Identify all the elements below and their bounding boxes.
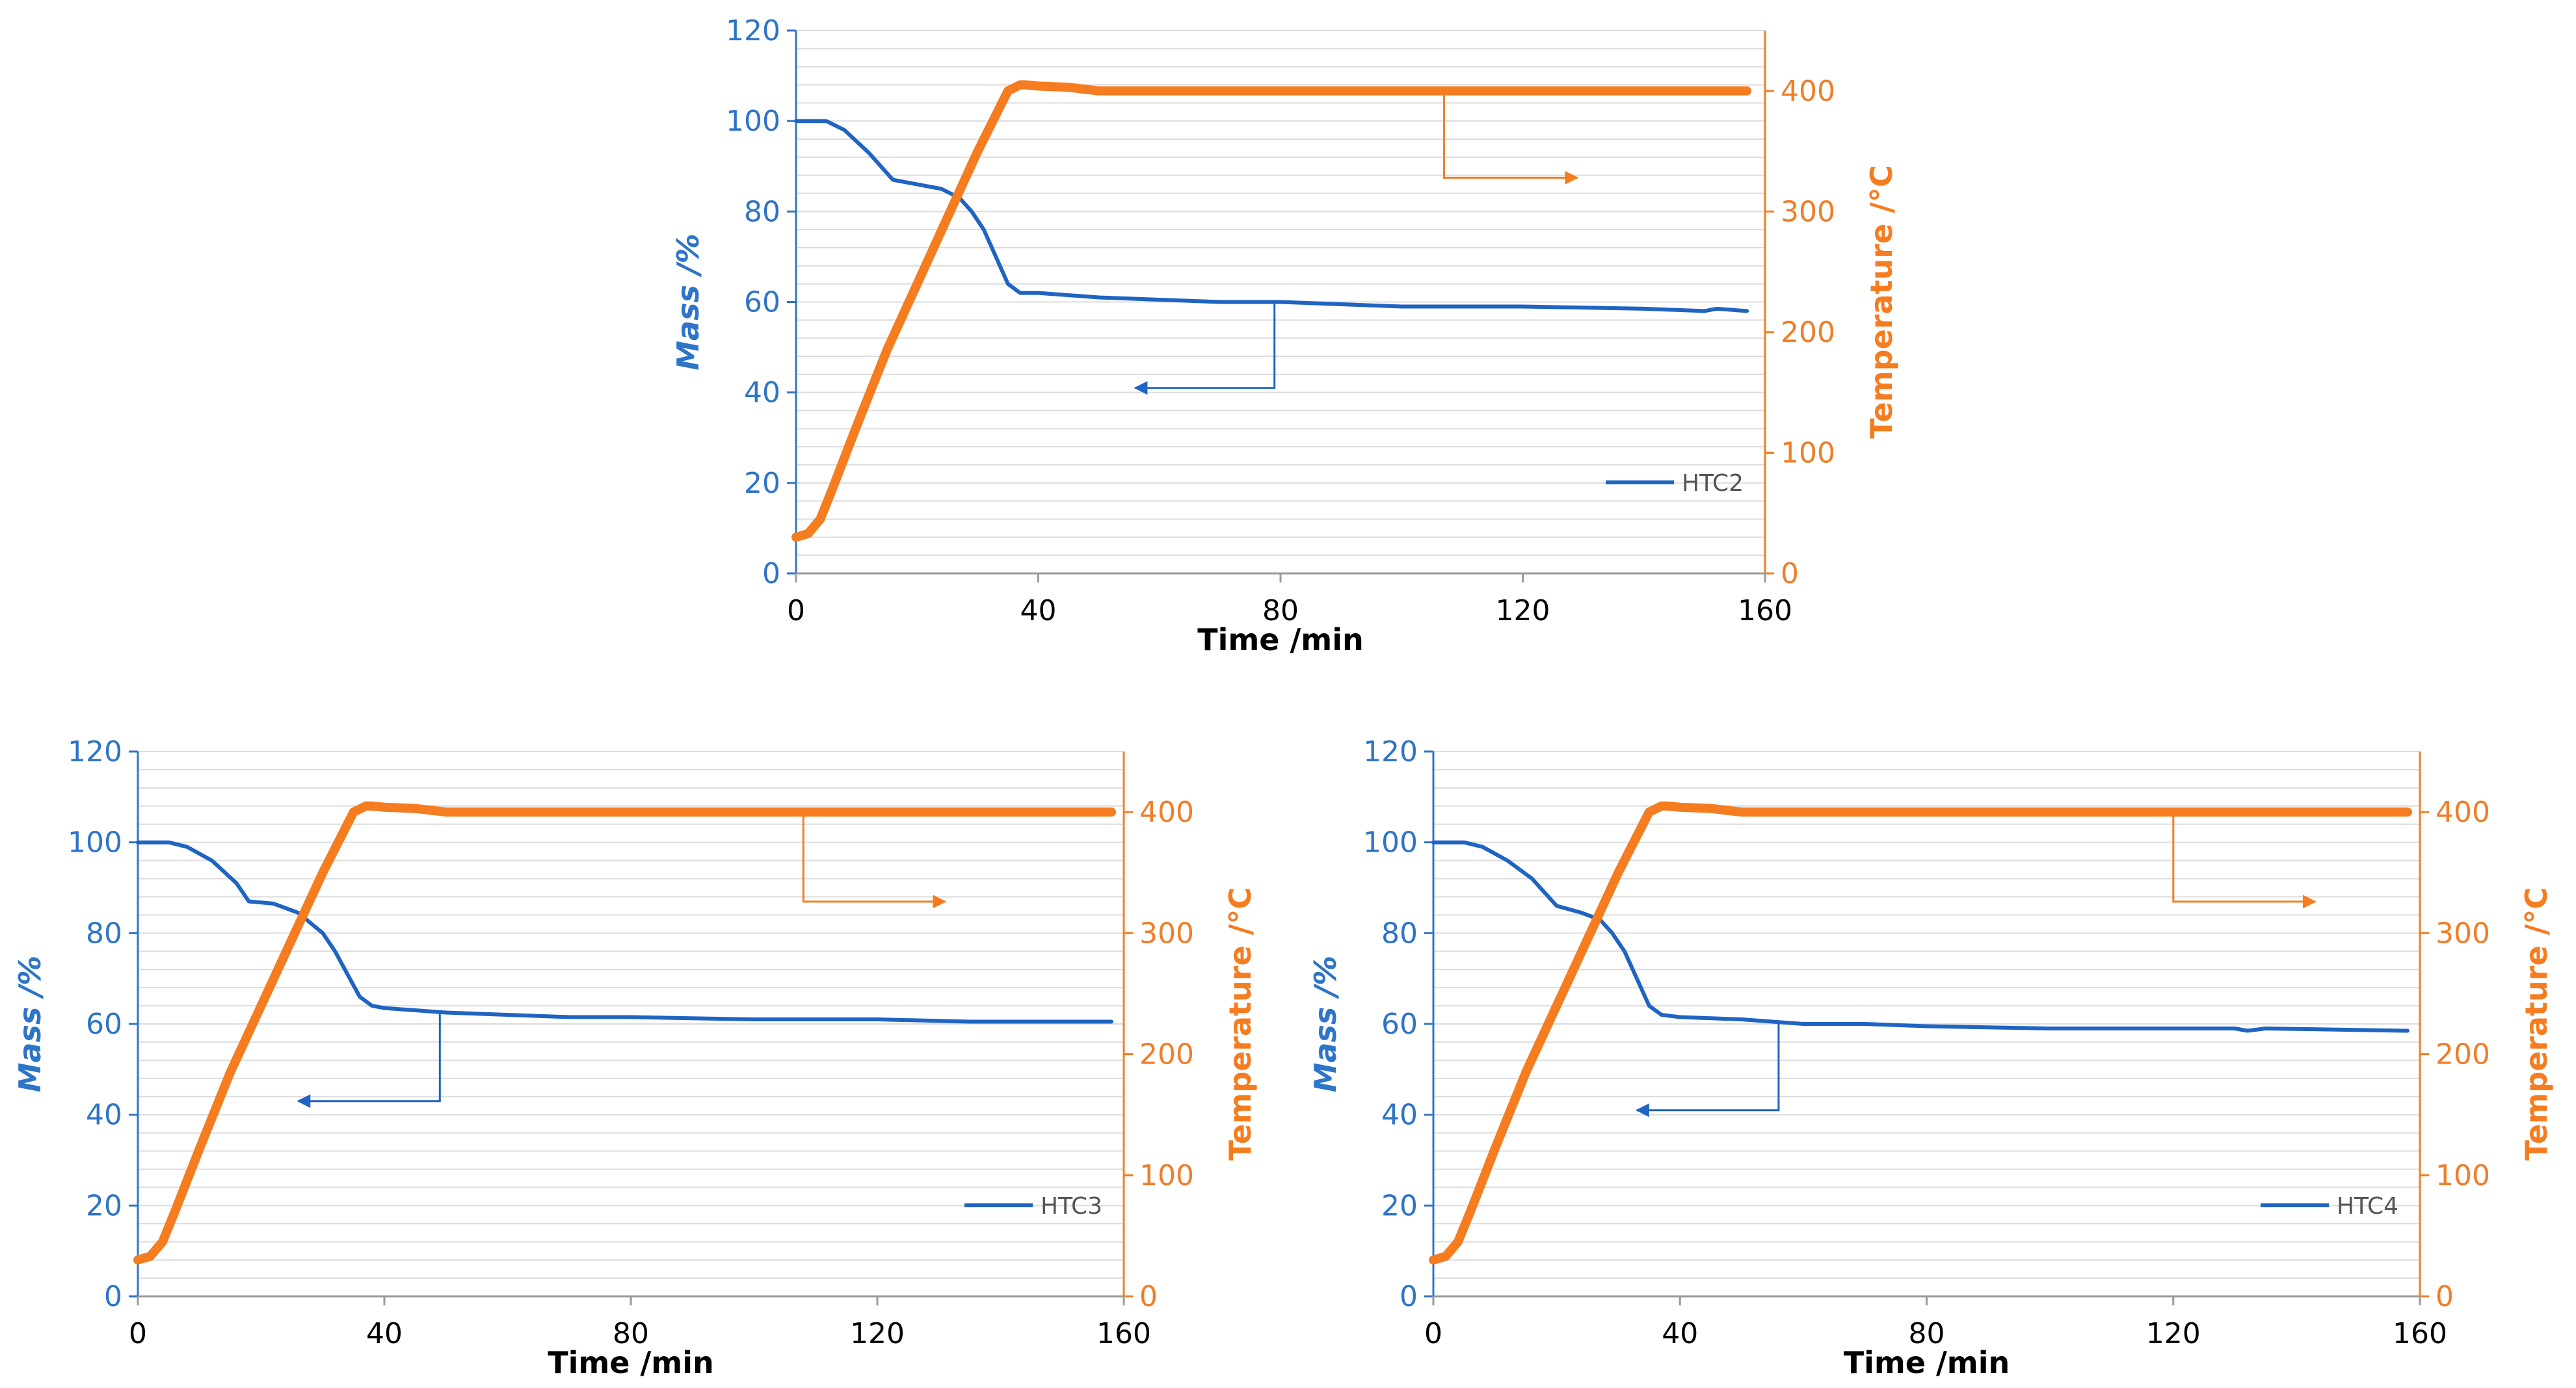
legend-label: HTC2 [1682, 470, 1744, 497]
right-tick-label: 300 [2436, 917, 2490, 950]
x-tick-label: 40 [1662, 1317, 1698, 1350]
temperature-series-line [133, 801, 1116, 1265]
temperature-series-line [791, 80, 1752, 542]
x-tick-label: 40 [366, 1317, 403, 1350]
right-tick-label: 0 [1139, 1280, 1158, 1313]
left-tick-label: 60 [744, 286, 780, 319]
x-axis-title: Time /min [1844, 1345, 2010, 1380]
right-tick-label: 0 [1781, 557, 1799, 590]
gridlines [138, 751, 1124, 1279]
x-tick-label: 0 [129, 1317, 147, 1350]
temperature-series-line [1429, 801, 2412, 1265]
x-axis-title: Time /min [548, 1345, 714, 1380]
right-tick-label: 400 [1139, 796, 1194, 829]
left-tick-label: 20 [1381, 1189, 1418, 1222]
left-axis-title: Mass /% [671, 233, 706, 370]
legend-label: HTC3 [1041, 1193, 1102, 1220]
left-tick-label: 80 [1381, 917, 1418, 950]
chart-htc2: 0 20 40 60 80 100 120 0 100 200 300 400 0 40 80 120 160 T… [671, 14, 1899, 657]
left-tick-label: 0 [104, 1280, 122, 1313]
left-tick-label: 0 [762, 557, 780, 590]
mass-axis-arrow [297, 1010, 441, 1108]
right-tick-label: 400 [2436, 796, 2490, 829]
gridlines [796, 30, 1765, 557]
left-tick-label: 0 [1400, 1280, 1418, 1313]
left-tick-label: 120 [726, 14, 780, 47]
left-tick-label: 100 [68, 826, 122, 859]
x-tick-label: 120 [2146, 1317, 2201, 1350]
right-tick-label: 0 [2436, 1280, 2454, 1313]
left-axis-title: Mass /% [1308, 956, 1343, 1092]
left-tick-label: 80 [86, 917, 122, 950]
mass-axis-arrow [1635, 1024, 1780, 1118]
right-axis-title: Temperature /°C [1223, 887, 1258, 1160]
temperature-axis-arrow [2172, 812, 2317, 909]
right-tick-label: 300 [1781, 195, 1835, 228]
right-tick-label: 100 [1781, 436, 1835, 469]
x-tick-label: 120 [850, 1317, 905, 1350]
left-tick-label: 120 [68, 735, 122, 768]
x-tick-label: 120 [1496, 594, 1550, 627]
x-tick-label: 40 [1020, 594, 1057, 627]
right-tick-label: 100 [1139, 1159, 1194, 1192]
x-tick-label: 160 [1738, 594, 1792, 627]
mass-series-line [794, 119, 1749, 313]
left-tick-label: 120 [1363, 735, 1418, 768]
left-tick-label: 40 [86, 1099, 122, 1132]
left-tick-label: 60 [86, 1008, 122, 1041]
chart-htc3: 0 20 40 60 80 100 120 0 100 200 300 400 0 40 80 120 160 T… [12, 735, 1258, 1380]
left-tick-label: 40 [1381, 1099, 1418, 1132]
x-tick-label: 0 [787, 594, 805, 627]
left-tick-label: 80 [744, 195, 780, 228]
right-tick-label: 400 [1781, 75, 1835, 108]
left-tick-label: 40 [744, 376, 780, 410]
mass-series-line [136, 840, 1113, 1024]
right-tick-label: 200 [2436, 1038, 2490, 1071]
x-tick-label: 80 [613, 1317, 649, 1350]
chart-htc4: 0 20 40 60 80 100 120 0 100 200 300 400 0 40 80 120 160 T… [1308, 735, 2554, 1380]
left-axis-title: Mass /% [12, 956, 47, 1092]
right-axis-title: Temperature /°C [2519, 887, 2554, 1160]
legend-label: HTC4 [2337, 1193, 2398, 1220]
mass-series-line [1431, 840, 2410, 1033]
right-tick-label: 300 [1139, 917, 1194, 950]
left-tick-label: 100 [726, 105, 780, 138]
gridlines [1433, 751, 2420, 1279]
right-tick-label: 200 [1781, 316, 1835, 349]
x-tick-label: 80 [1909, 1317, 1945, 1350]
temperature-axis-arrow [1442, 90, 1579, 185]
x-tick-label: 160 [2393, 1317, 2447, 1350]
x-tick-label: 160 [1096, 1317, 1151, 1350]
temperature-axis-arrow [802, 812, 947, 909]
left-tick-label: 60 [1381, 1008, 1418, 1041]
left-tick-label: 20 [86, 1189, 122, 1222]
x-tick-label: 80 [1262, 594, 1299, 627]
x-axis-title: Time /min [1197, 622, 1364, 657]
left-tick-label: 20 [744, 467, 780, 500]
right-tick-label: 200 [1139, 1038, 1194, 1071]
x-tick-label: 0 [1424, 1317, 1442, 1350]
mass-axis-arrow [1134, 302, 1276, 395]
left-tick-label: 100 [1363, 826, 1418, 859]
right-axis-title: Temperature /°C [1864, 165, 1899, 438]
right-tick-label: 100 [2436, 1159, 2490, 1192]
